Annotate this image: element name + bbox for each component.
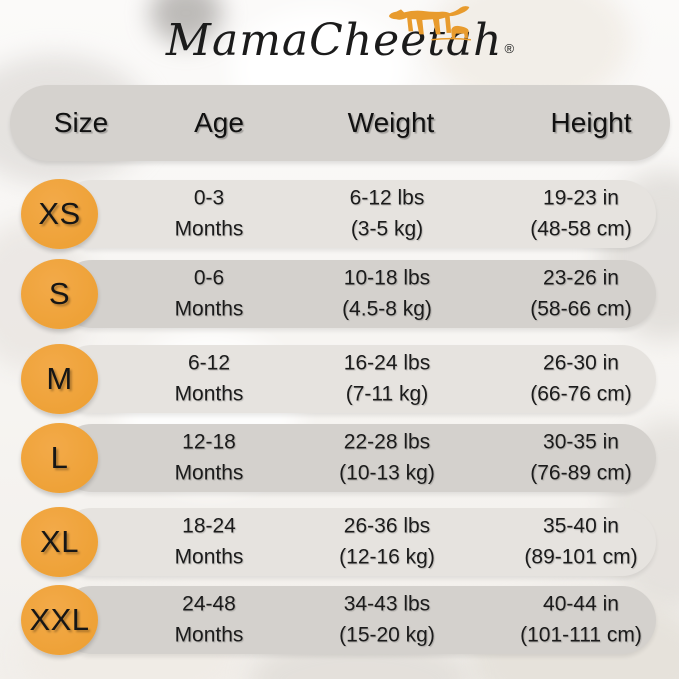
weight-lbs: 34-43 lbs (343, 592, 431, 616)
row-pill: 18-24 Months 26-36 lbs (12-16 kg) 35-40 … (58, 508, 656, 576)
height-in: 23-26 in (543, 266, 619, 290)
size-badge-xl: XL (21, 507, 98, 577)
weight-lbs: 10-18 lbs (343, 266, 431, 290)
size-label: S (48, 276, 71, 311)
age-range: 18-24 (182, 514, 236, 538)
table-row-m: 6-12 Months 16-24 lbs (7-11 kg) 26-30 in… (0, 344, 679, 414)
row-pill: 12-18 Months 22-28 lbs (10-13 kg) 30-35 … (58, 424, 656, 492)
table-row-xs: 0-3 Months 6-12 lbs (3-5 kg) 19-23 in (4… (0, 179, 679, 249)
age-unit: Months (174, 297, 244, 321)
size-badge-l: L (21, 423, 98, 493)
height-in: 35-40 in (543, 514, 619, 538)
height-cell: 19-23 in (48-58 cm) (530, 184, 632, 245)
column-header-weight: Weight (347, 107, 435, 138)
height-cm: (101-111 cm) (520, 623, 642, 647)
cheetah-icon (388, 6, 471, 41)
height-cell: 30-35 in (76-89 cm) (530, 428, 632, 489)
age-range: 0-3 (193, 186, 225, 210)
row-pill: 24-48 Months 34-43 lbs (15-20 kg) 40-44 … (58, 586, 656, 654)
size-badge-m: M (21, 344, 98, 414)
weight-kg: (4.5-8 kg) (342, 297, 432, 321)
weight-lbs: 22-28 lbs (343, 430, 431, 454)
weight-kg: (3-5 kg) (350, 217, 424, 241)
size-label: XS (38, 196, 81, 231)
height-in: 40-44 in (543, 592, 619, 616)
size-badge-xs: XS (21, 179, 98, 249)
size-label: XXL (29, 602, 90, 637)
height-cell: 23-26 in (58-66 cm) (530, 264, 632, 325)
height-cm: (58-66 cm) (530, 297, 632, 321)
weight-cell: 22-28 lbs (10-13 kg) (339, 428, 435, 489)
age-unit: Months (174, 623, 244, 647)
age-cell: 0-3 Months (175, 184, 244, 245)
weight-cell: 10-18 lbs (4.5-8 kg) (342, 264, 432, 325)
table-row-s: 0-6 Months 10-18 lbs (4.5-8 kg) 23-26 in… (0, 259, 679, 329)
weight-kg: (10-13 kg) (339, 461, 435, 485)
column-header-age: Age (194, 107, 244, 138)
height-cm: (89-101 cm) (524, 545, 638, 569)
weight-kg: (15-20 kg) (339, 623, 435, 647)
height-in: 26-30 in (543, 351, 619, 375)
table-row-xxl: 24-48 Months 34-43 lbs (15-20 kg) 40-44 … (0, 585, 679, 655)
height-cell: 26-30 in (66-76 cm) (530, 349, 632, 410)
size-label: XL (40, 524, 79, 559)
height-cm: (76-89 cm) (530, 461, 632, 485)
age-unit: Months (174, 382, 244, 406)
weight-lbs: 6-12 lbs (349, 186, 425, 210)
registered-trademark: ® (504, 41, 516, 56)
weight-cell: 34-43 lbs (15-20 kg) (339, 590, 435, 651)
age-unit: Months (174, 461, 244, 485)
table-row-xl: 18-24 Months 26-36 lbs (12-16 kg) 35-40 … (0, 507, 679, 577)
age-range: 12-18 (182, 430, 236, 454)
row-pill: 6-12 Months 16-24 lbs (7-11 kg) 26-30 in… (58, 345, 656, 413)
age-cell: 6-12 Months (175, 349, 244, 410)
age-unit: Months (174, 545, 244, 569)
height-cm: (66-76 cm) (530, 382, 632, 406)
age-range: 24-48 (182, 592, 236, 616)
size-badge-xxl: XXL (21, 585, 98, 655)
age-cell: 24-48 Months (175, 590, 244, 651)
height-in: 19-23 in (543, 186, 619, 210)
height-in: 30-35 in (543, 430, 619, 454)
weight-kg: (12-16 kg) (339, 545, 435, 569)
weight-cell: 26-36 lbs (12-16 kg) (339, 512, 435, 573)
size-label: M (46, 361, 73, 396)
height-cm: (48-58 cm) (530, 217, 632, 241)
weight-cell: 6-12 lbs (3-5 kg) (350, 184, 425, 245)
age-cell: 18-24 Months (175, 512, 244, 573)
weight-kg: (7-11 kg) (345, 382, 429, 406)
age-range: 6-12 (187, 351, 231, 375)
height-cell: 40-44 in (101-111 cm) (520, 590, 642, 651)
weight-lbs: 26-36 lbs (343, 514, 431, 538)
weight-cell: 16-24 lbs (7-11 kg) (344, 349, 430, 410)
column-header-height: Height (550, 107, 632, 138)
age-range: 0-6 (193, 266, 225, 290)
column-header-size: Size (53, 107, 109, 138)
height-cell: 35-40 in (89-101 cm) (524, 512, 637, 573)
row-pill: 0-3 Months 6-12 lbs (3-5 kg) 19-23 in (4… (58, 180, 656, 248)
row-pill: 0-6 Months 10-18 lbs (4.5-8 kg) 23-26 in… (58, 260, 656, 328)
brand-logo: MamaCheetah ® (166, 6, 516, 86)
size-label: L (50, 440, 69, 475)
age-cell: 12-18 Months (175, 428, 244, 489)
age-unit: Months (174, 217, 244, 241)
age-cell: 0-6 Months (175, 264, 244, 325)
weight-lbs: 16-24 lbs (343, 351, 431, 375)
table-row-l: 12-18 Months 22-28 lbs (10-13 kg) 30-35 … (0, 423, 679, 493)
size-badge-s: S (21, 259, 98, 329)
table-header-row: Size Age Weight Height (10, 85, 670, 161)
